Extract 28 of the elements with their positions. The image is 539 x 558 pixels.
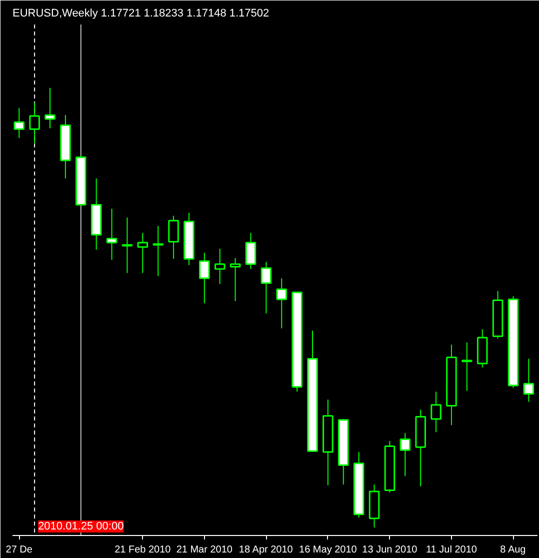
candlestick	[168, 215, 179, 260]
x-tick-label: 18 Apr 2010	[238, 544, 294, 556]
x-tick-label: 16 May 2010	[299, 544, 358, 556]
annotation: 2010.01.25 00:00	[38, 520, 124, 532]
candlestick	[29, 102, 40, 144]
candlestick	[199, 252, 210, 304]
candlestick	[430, 391, 442, 433]
candlestick	[400, 432, 411, 477]
x-tick-label: 21 Mar 2010	[176, 544, 233, 556]
x-tick-label: 21 Feb 2010	[114, 544, 172, 556]
candlestick	[14, 108, 24, 138]
candlestick	[137, 232, 148, 274]
candlestick	[214, 248, 226, 284]
candlestick	[44, 87, 56, 129]
x-tick-label: 8 Aug	[500, 544, 526, 556]
candlestick	[122, 217, 133, 274]
candlestick	[245, 232, 256, 270]
chart-title: EURUSD,Weekly 1.17721 1.18233 1.17148 1.17502	[12, 8, 270, 20]
x-tick-label: 11 Jul 2010	[426, 544, 478, 556]
candlestick	[276, 278, 287, 329]
candlestick	[106, 208, 118, 260]
x-tick-label: 13 Jun 2010	[362, 544, 418, 556]
candlestick	[523, 358, 534, 402]
candlestick	[152, 225, 164, 277]
candlestick	[462, 342, 472, 392]
candlestick	[260, 261, 272, 314]
candlestick	[230, 258, 241, 302]
x-tick-label: 27 De	[6, 544, 33, 556]
